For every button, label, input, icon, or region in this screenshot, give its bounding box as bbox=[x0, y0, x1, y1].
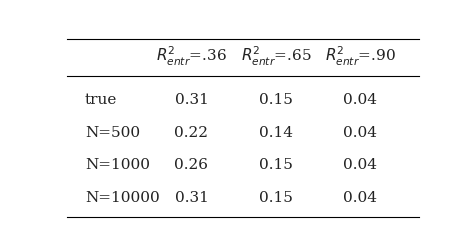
Text: $R^2_{entr}$=.36: $R^2_{entr}$=.36 bbox=[156, 45, 227, 68]
Text: 0.26: 0.26 bbox=[174, 158, 209, 172]
Text: 0.04: 0.04 bbox=[344, 191, 377, 205]
Text: 0.15: 0.15 bbox=[259, 191, 293, 205]
Text: 0.15: 0.15 bbox=[259, 93, 293, 107]
Text: N=1000: N=1000 bbox=[85, 158, 150, 172]
Text: 0.15: 0.15 bbox=[259, 158, 293, 172]
Text: 0.04: 0.04 bbox=[344, 93, 377, 107]
Text: 0.04: 0.04 bbox=[344, 126, 377, 140]
Text: true: true bbox=[85, 93, 118, 107]
Text: 0.22: 0.22 bbox=[174, 126, 209, 140]
Text: 0.14: 0.14 bbox=[259, 126, 293, 140]
Text: N=10000: N=10000 bbox=[85, 191, 160, 205]
Text: $R^2_{entr}$=.65: $R^2_{entr}$=.65 bbox=[241, 45, 311, 68]
Text: $R^2_{entr}$=.90: $R^2_{entr}$=.90 bbox=[325, 45, 396, 68]
Text: 0.04: 0.04 bbox=[344, 158, 377, 172]
Text: 0.31: 0.31 bbox=[174, 191, 209, 205]
Text: 0.31: 0.31 bbox=[174, 93, 209, 107]
Text: N=500: N=500 bbox=[85, 126, 140, 140]
